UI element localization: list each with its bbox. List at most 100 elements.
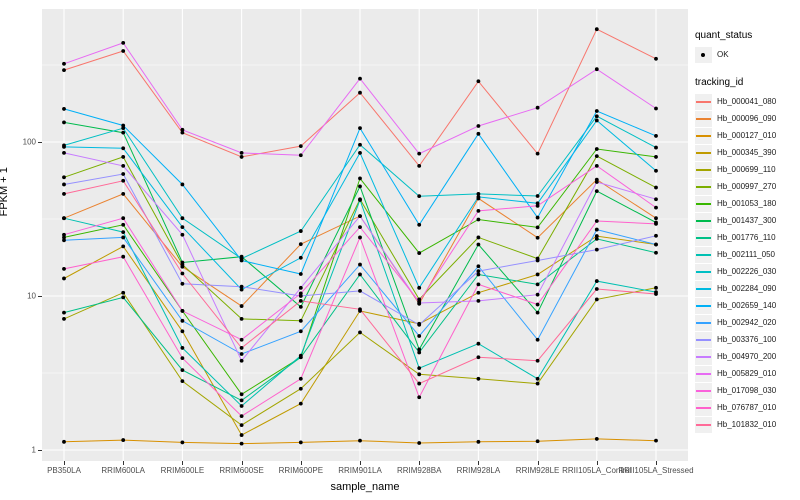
data-point — [239, 287, 244, 292]
data-point — [358, 198, 362, 202]
data-point — [594, 227, 599, 232]
data-point — [239, 404, 244, 408]
data-point — [476, 341, 481, 346]
x-tick-mark — [241, 461, 243, 465]
data-point — [180, 440, 185, 445]
data-point — [417, 395, 422, 400]
line-glyph — [696, 185, 711, 188]
data-point — [654, 56, 658, 61]
line-glyph — [696, 270, 711, 273]
data-point — [535, 225, 540, 230]
data-point — [594, 27, 599, 32]
data-point — [180, 130, 185, 135]
line-key-icon — [695, 365, 712, 382]
data-point — [62, 68, 66, 73]
legend-item-Hb_002284_090: Hb_002284_090 — [695, 280, 799, 297]
data-point — [298, 291, 303, 296]
legend-item-quant-ok: OK — [695, 46, 799, 63]
data-point — [476, 269, 481, 274]
data-point — [62, 192, 66, 196]
data-point — [121, 290, 126, 295]
data-point — [476, 290, 481, 295]
data-point — [535, 282, 540, 287]
data-point — [239, 258, 244, 263]
data-point — [180, 216, 185, 221]
data-point — [298, 440, 303, 445]
data-point — [654, 292, 658, 296]
data-point — [298, 272, 303, 276]
data-point — [239, 358, 244, 363]
x-tick-label-RRIM600PE: RRIM600PE — [278, 466, 324, 475]
legend-item-Hb_002111_050: Hb_002111_050 — [695, 246, 799, 263]
x-tick-mark — [123, 461, 125, 465]
legend-item-label: Hb_001053_180 — [717, 199, 777, 208]
data-point — [594, 279, 599, 283]
data-point — [298, 153, 303, 158]
legend-item-label: Hb_101832_010 — [717, 420, 777, 429]
data-point — [180, 356, 185, 361]
data-point — [535, 302, 540, 307]
data-point — [535, 203, 540, 208]
data-point — [358, 438, 362, 443]
legend-item-label: Hb_004970_200 — [717, 352, 777, 361]
data-point — [298, 144, 303, 149]
data-point — [535, 151, 540, 156]
legend-item-label: Hb_003376_100 — [717, 335, 777, 344]
data-point — [476, 79, 481, 84]
data-point — [358, 184, 362, 189]
legend-item-Hb_002659_140: Hb_002659_140 — [695, 297, 799, 314]
data-point — [62, 317, 66, 321]
data-point — [654, 145, 658, 150]
data-point — [239, 284, 244, 289]
data-point — [417, 299, 422, 304]
data-point — [654, 168, 658, 173]
data-point — [654, 285, 658, 290]
data-point — [654, 233, 658, 238]
data-point — [358, 76, 362, 81]
line-glyph — [696, 134, 711, 137]
data-point — [535, 292, 540, 297]
line-key-icon — [695, 127, 712, 144]
line-key-icon — [695, 93, 712, 110]
line-glyph — [696, 321, 711, 324]
y-tick-label: 1 — [31, 445, 36, 455]
data-point — [535, 235, 540, 240]
data-point — [62, 439, 66, 444]
data-point — [121, 146, 126, 151]
data-point — [594, 437, 599, 441]
line-glyph — [696, 304, 711, 307]
data-point — [417, 347, 422, 352]
data-point — [476, 192, 481, 196]
data-point — [62, 266, 66, 271]
x-axis-title: sample_name — [330, 481, 400, 493]
data-point — [180, 281, 185, 286]
data-point — [654, 185, 658, 190]
data-point — [417, 322, 422, 327]
legend-item-label: Hb_000041_080 — [717, 97, 777, 106]
line-glyph — [696, 372, 711, 375]
data-point — [476, 195, 481, 199]
data-point — [298, 298, 303, 303]
line-key-icon — [695, 144, 712, 161]
data-point — [239, 150, 244, 155]
data-point — [180, 271, 185, 276]
line-key-icon — [695, 348, 712, 365]
data-point — [417, 441, 422, 445]
legend-item-label: Hb_002942_020 — [717, 318, 777, 327]
legend-item-Hb_002942_020: Hb_002942_020 — [695, 314, 799, 331]
legend-item-label: Hb_000345_390 — [717, 148, 777, 157]
data-point — [358, 288, 362, 293]
data-point — [417, 222, 422, 227]
line-key-icon — [695, 280, 712, 297]
data-point — [594, 109, 599, 113]
legend-item-label: Hb_002284_090 — [717, 284, 777, 293]
x-tick-label-RRIM928BA: RRIM928BA — [396, 466, 442, 475]
data-point — [417, 381, 422, 386]
x-tick-mark — [64, 461, 65, 465]
data-point — [62, 235, 66, 240]
x-tick-label-RRIM928LE: RRIM928LE — [515, 466, 560, 475]
data-point — [535, 381, 540, 386]
data-point — [121, 172, 126, 176]
data-point — [298, 329, 303, 334]
